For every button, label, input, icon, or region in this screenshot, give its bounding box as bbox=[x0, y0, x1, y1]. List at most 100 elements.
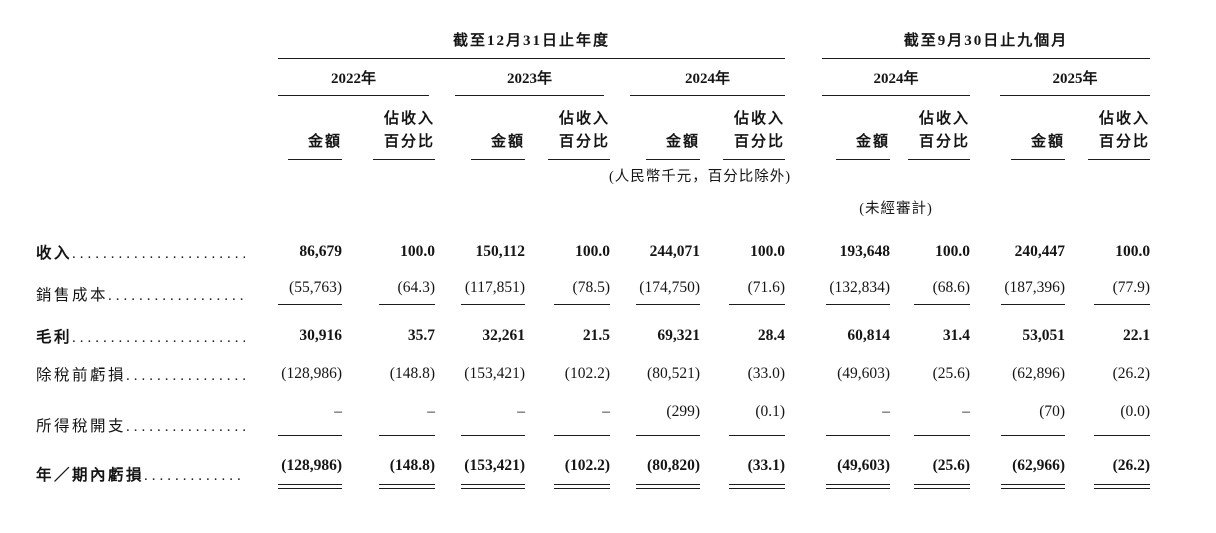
value: 31.4 bbox=[942, 327, 971, 344]
row-label-cell: 銷售成本 bbox=[36, 263, 250, 305]
value: – bbox=[278, 401, 342, 436]
value-cell: 86,679 bbox=[250, 219, 342, 263]
pct-header-cell: 佔收入 百分比 bbox=[700, 96, 786, 160]
value: (77.9) bbox=[1094, 277, 1151, 305]
value-cell: 21.5 bbox=[525, 305, 610, 347]
value: 86,679 bbox=[299, 243, 342, 260]
value: (132,834) bbox=[826, 277, 891, 305]
value-cell: (33.1) bbox=[700, 436, 786, 489]
value-cell: (102.2) bbox=[525, 436, 610, 489]
value-cell: (62,966) bbox=[970, 436, 1066, 489]
value-cell: (25.6) bbox=[890, 347, 970, 385]
pct-header-line2: 百分比 bbox=[1099, 134, 1151, 150]
table-row-loss-before-tax: 除稅前虧損 (128,986) (148.8) (153,421) (102.2… bbox=[36, 347, 1150, 385]
value-cell: (174,750) bbox=[610, 263, 700, 305]
year-2025-cell: 2025年 bbox=[970, 59, 1151, 96]
value: 100.0 bbox=[1115, 243, 1151, 260]
value-cell: (117,851) bbox=[435, 263, 525, 305]
value-cell: (80,521) bbox=[610, 347, 700, 385]
value: (49,603) bbox=[826, 454, 891, 489]
value: (80,820) bbox=[636, 454, 700, 489]
value: (117,851) bbox=[461, 277, 525, 305]
value-cell: 100.0 bbox=[525, 219, 610, 263]
value-cell: (68.6) bbox=[890, 263, 971, 305]
value: 193,648 bbox=[839, 243, 891, 260]
value-cell: (78.5) bbox=[525, 263, 610, 305]
value-cell: (148.8) bbox=[342, 436, 435, 489]
value-cell: (128,986) bbox=[250, 347, 342, 385]
unaudited-note: (未經審計) bbox=[859, 201, 933, 217]
value-cell: (70) bbox=[970, 385, 1066, 436]
value-cell: – bbox=[890, 385, 971, 436]
year-2024-ninemonth-label: 2024年 bbox=[822, 68, 971, 96]
value: (0.0) bbox=[1094, 401, 1151, 436]
value: 35.7 bbox=[407, 327, 435, 344]
group-ninemonth-cell: 截至9月30日止九個月 bbox=[785, 30, 1151, 59]
pct-header-line2: 百分比 bbox=[383, 134, 435, 150]
year-2022-label: 2022年 bbox=[278, 68, 429, 96]
value: (187,396) bbox=[1001, 277, 1066, 305]
year-header-row: 2022年 2023年 2024年 2024年 2025年 bbox=[36, 59, 1151, 96]
spacer-cell bbox=[36, 187, 250, 219]
value-cell: 193,648 bbox=[785, 219, 890, 263]
value-cell: 31.4 bbox=[890, 305, 970, 347]
value-cell: 32,261 bbox=[435, 305, 525, 347]
value-cell: 22.1 bbox=[1065, 305, 1150, 347]
amount-header-cell: 金額 bbox=[610, 96, 700, 160]
value: (49,603) bbox=[837, 365, 891, 382]
value: 244,071 bbox=[649, 243, 700, 260]
value-cell: (49,603) bbox=[785, 347, 890, 385]
value-cell: (33.0) bbox=[700, 347, 785, 385]
value-cell: (77.9) bbox=[1065, 263, 1151, 305]
value-cell: (55,763) bbox=[250, 263, 342, 305]
pct-header-cell: 佔收入 百分比 bbox=[342, 96, 435, 160]
value-cell: (64.3) bbox=[342, 263, 435, 305]
value: (25.6) bbox=[932, 365, 971, 382]
value: 150,112 bbox=[475, 243, 525, 260]
value: (70) bbox=[1001, 401, 1066, 436]
pct-header-line1: 佔收入 bbox=[734, 111, 786, 127]
header-rule bbox=[288, 159, 342, 160]
value-cell: 100.0 bbox=[700, 219, 785, 263]
amount-header: 金額 bbox=[665, 134, 700, 150]
value: (33.1) bbox=[729, 454, 786, 489]
value-cell: (0.1) bbox=[700, 385, 786, 436]
value-cell: (153,421) bbox=[435, 436, 525, 489]
value: 28.4 bbox=[757, 327, 786, 344]
pct-header-cell: 佔收入 百分比 bbox=[1065, 96, 1151, 160]
spacer-cell bbox=[36, 59, 250, 96]
value-cell: 53,051 bbox=[970, 305, 1065, 347]
table-row-income-tax-expense: 所得稅開支 – – – – (299) (0.1) – – (70) (0.0) bbox=[36, 385, 1151, 436]
value: (80,521) bbox=[647, 365, 700, 382]
value: (64.3) bbox=[379, 277, 435, 305]
unaudited-note-cell: (未經審計) bbox=[785, 187, 970, 219]
value-cell: 100.0 bbox=[342, 219, 435, 263]
spacer-cell bbox=[36, 30, 250, 59]
spacer-cell bbox=[36, 96, 250, 160]
pct-header-cell: 佔收入 百分比 bbox=[525, 96, 610, 160]
amount-header: 金額 bbox=[490, 134, 525, 150]
dot-leader bbox=[126, 419, 245, 436]
value-cell: – bbox=[342, 385, 435, 436]
value-cell: (128,986) bbox=[250, 436, 342, 489]
year-2022-cell: 2022年 bbox=[250, 59, 435, 96]
amount-header: 金額 bbox=[307, 134, 342, 150]
unaudited-note-row: (未經審計) bbox=[36, 187, 1150, 219]
value: 30,916 bbox=[299, 327, 342, 344]
year-2024-annual-label: 2024年 bbox=[630, 68, 786, 96]
value-cell: – bbox=[785, 385, 891, 436]
value-cell: 30,916 bbox=[250, 305, 342, 347]
value-cell: 240,447 bbox=[970, 219, 1065, 263]
header-rule bbox=[1011, 159, 1066, 160]
value-cell: (26.2) bbox=[1065, 436, 1151, 489]
value-cell: – bbox=[250, 385, 342, 436]
table-row-revenue: 收入 86,679 100.0 150,112 100.0 244,071 10… bbox=[36, 219, 1150, 263]
value: (62,896) bbox=[1012, 365, 1066, 382]
row-label: 銷售成本 bbox=[36, 287, 109, 304]
units-note: (人民幣千元，百分比除外) bbox=[608, 169, 792, 185]
group-annual-title: 截至12月31日止年度 bbox=[278, 30, 786, 59]
value-cell: 100.0 bbox=[890, 219, 970, 263]
year-2025-label: 2025年 bbox=[1000, 68, 1151, 96]
row-label: 毛利 bbox=[36, 329, 73, 346]
dot-leader bbox=[72, 246, 245, 263]
